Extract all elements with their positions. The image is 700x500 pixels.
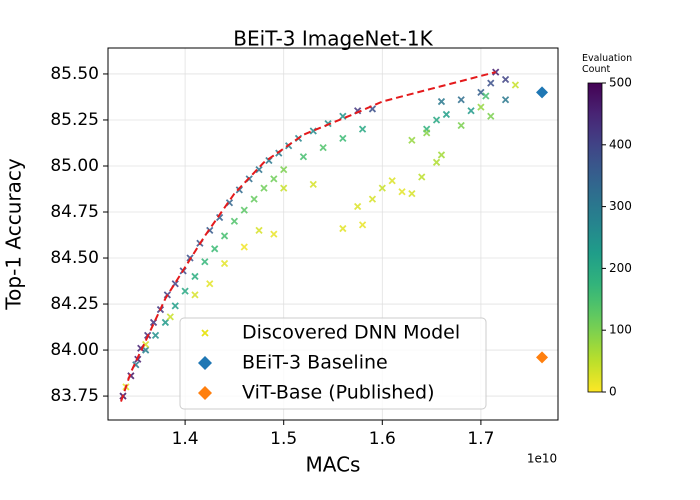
point (240, 206, 248, 214)
point (432, 116, 441, 124)
y-tick-label: 84.00 (50, 340, 99, 360)
point (378, 184, 386, 192)
legend-label: Discovered DNN Model (242, 322, 460, 344)
point (437, 151, 446, 159)
point (171, 302, 179, 310)
point (280, 184, 288, 192)
colorbar-tick-label: 0 (609, 385, 617, 399)
point (280, 166, 288, 174)
colorbar-label: Evaluation Count (582, 53, 632, 75)
legend-box (179, 317, 487, 410)
point (166, 313, 174, 321)
x-offset-label: 1e10 (527, 452, 557, 466)
point (191, 272, 199, 281)
point (220, 232, 229, 240)
point (442, 110, 451, 119)
colorbar-tick-label: 200 (609, 261, 632, 275)
point (432, 158, 441, 166)
point (270, 175, 278, 183)
point (319, 143, 327, 152)
colorbar-tick-label: 400 (609, 137, 632, 151)
point (220, 259, 229, 268)
point (230, 217, 239, 225)
colorbar-tick-label: 100 (609, 323, 632, 337)
point (255, 226, 263, 235)
point (206, 280, 214, 288)
y-tick-label: 83.75 (50, 386, 99, 406)
colorbar-tick-label: 300 (609, 199, 632, 213)
point (255, 166, 263, 174)
point (339, 134, 347, 143)
point (418, 173, 426, 181)
legend-label: BEiT-3 Baseline (242, 352, 388, 374)
point (354, 202, 362, 211)
point (437, 97, 446, 106)
point (339, 224, 347, 233)
point (457, 96, 465, 104)
point (250, 195, 258, 203)
point (536, 351, 549, 364)
point (368, 195, 377, 203)
point (457, 121, 465, 130)
point (482, 92, 490, 100)
legend-marker (198, 386, 212, 400)
legend-marker (201, 329, 209, 337)
point (211, 245, 219, 253)
y-tick-label: 84.25 (50, 294, 99, 314)
legend-label: ViT-Base (Published) (242, 382, 435, 404)
point (477, 103, 485, 111)
legend-marker (198, 356, 212, 370)
colorbar-tick-label: 500 (609, 76, 632, 90)
point (201, 258, 209, 266)
point (270, 230, 278, 238)
x-tick-label: 1.4 (172, 429, 199, 449)
point (161, 318, 170, 327)
point (240, 243, 248, 251)
point (151, 331, 160, 339)
colorbar (587, 82, 603, 393)
point (339, 112, 347, 120)
point (501, 75, 510, 84)
x-tick-label: 1.5 (270, 429, 297, 449)
point (358, 125, 367, 133)
pareto-line (120, 71, 496, 402)
point (191, 291, 199, 299)
y-tick-label: 85.00 (50, 156, 99, 176)
y-tick-label: 85.25 (50, 110, 99, 130)
point (181, 287, 189, 295)
point (260, 184, 268, 192)
point (358, 221, 367, 229)
chart-title: BEiT-3 ImageNet-1K (233, 27, 433, 51)
x-tick-label: 1.6 (369, 429, 396, 449)
point (408, 136, 416, 144)
point (487, 79, 495, 87)
point (536, 86, 549, 99)
point (487, 112, 495, 120)
point (235, 186, 243, 194)
point (388, 177, 396, 185)
point (309, 180, 317, 189)
point (142, 346, 150, 354)
point (501, 96, 510, 104)
y-tick-label: 84.50 (50, 248, 99, 268)
y-tick-label: 84.75 (50, 202, 99, 222)
point (398, 188, 406, 196)
point (423, 129, 431, 137)
point (299, 153, 308, 161)
point (467, 107, 475, 115)
plot-frame (107, 47, 559, 421)
point (215, 213, 224, 222)
y-axis-label: Top-1 Accuracy (2, 158, 26, 311)
point (511, 81, 520, 89)
x-tick-label: 1.7 (467, 429, 494, 449)
y-tick-label: 85.50 (50, 64, 99, 84)
point (408, 189, 416, 198)
x-axis-label: MACs (306, 453, 361, 477)
